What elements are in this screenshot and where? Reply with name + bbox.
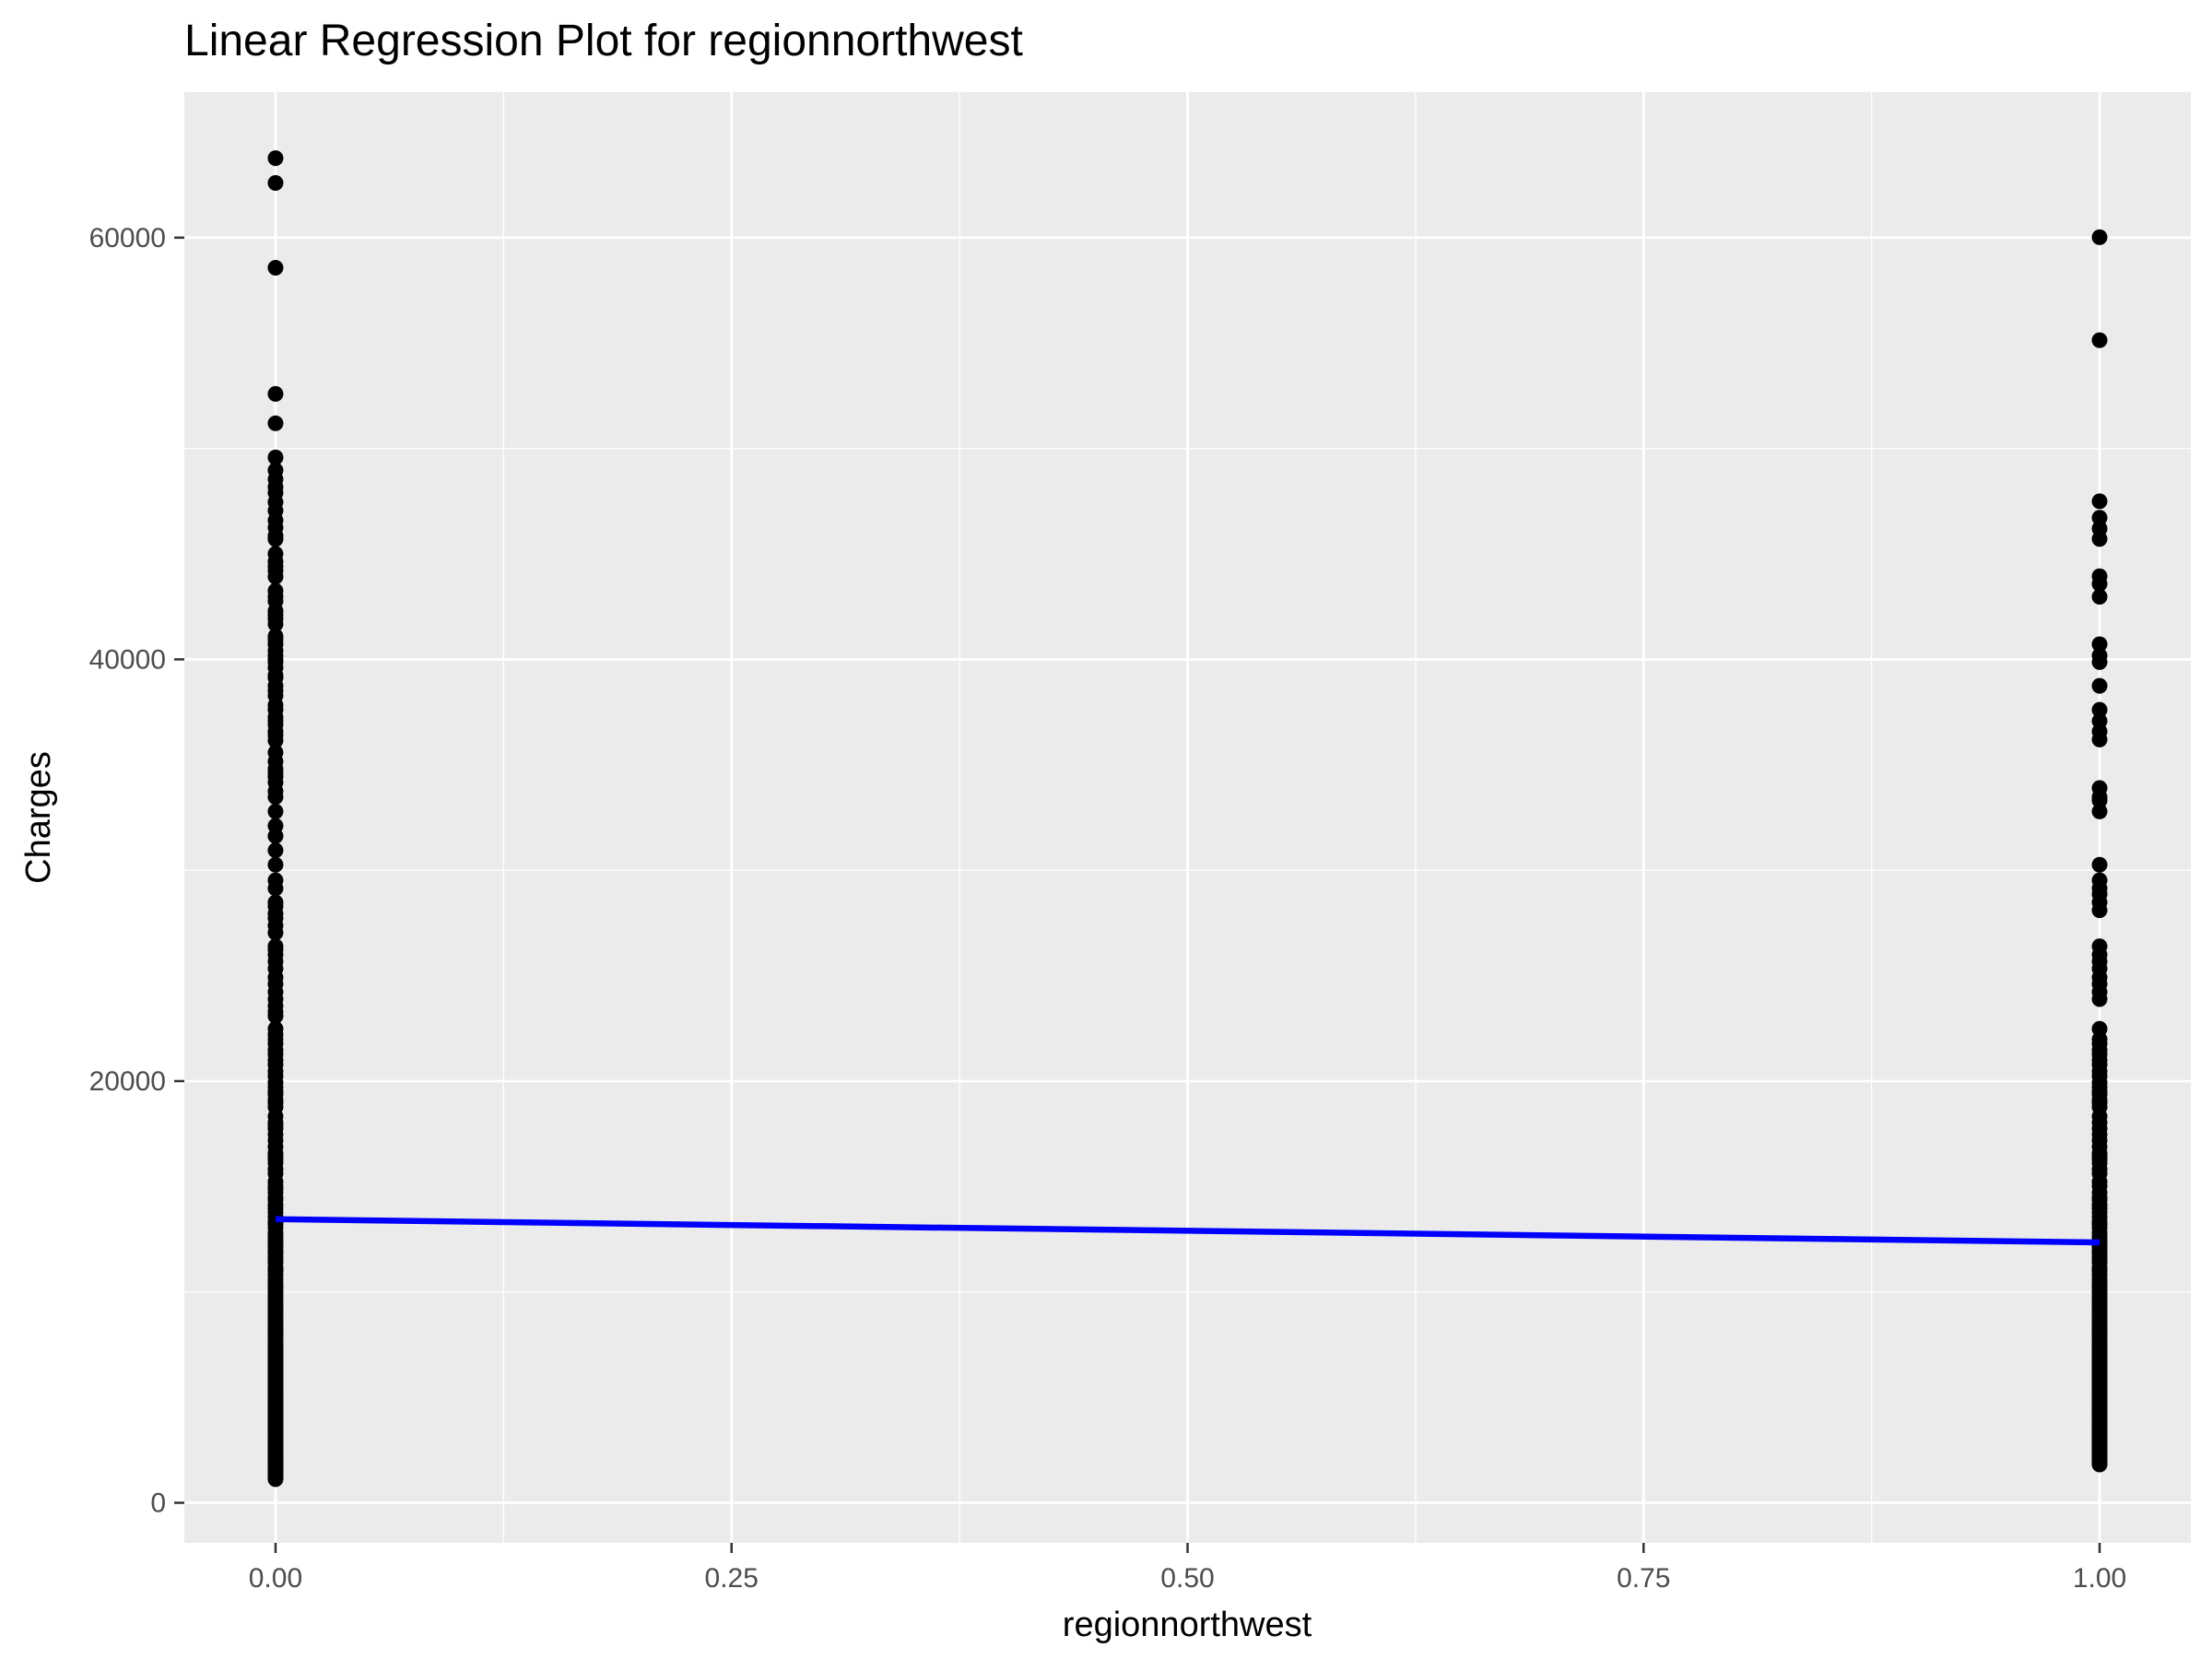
data-point bbox=[2091, 677, 2108, 694]
data-point bbox=[2091, 793, 2108, 809]
data-point bbox=[267, 856, 284, 873]
data-point bbox=[267, 842, 284, 859]
y-axis-title: Charges bbox=[19, 751, 58, 884]
data-point bbox=[2091, 731, 2108, 747]
data-point bbox=[2091, 1456, 2108, 1473]
data-point bbox=[2091, 510, 2108, 526]
x-tick-label: 0.25 bbox=[705, 1563, 759, 1594]
data-point bbox=[2091, 493, 2108, 510]
data-point bbox=[267, 1007, 284, 1024]
data-point bbox=[2091, 229, 2108, 245]
data-point bbox=[267, 924, 284, 941]
x-axis-title: regionnorthwest bbox=[1063, 1606, 1312, 1644]
y-tick-label: 40000 bbox=[89, 644, 166, 675]
data-point bbox=[267, 415, 284, 431]
regression-line-group bbox=[275, 1216, 2100, 1246]
data-point bbox=[2091, 701, 2108, 718]
y-axis-tick-labels: 0 20000 40000 60000 bbox=[89, 223, 166, 1519]
data-point bbox=[267, 880, 284, 897]
data-point bbox=[2091, 531, 2108, 547]
data-point bbox=[267, 449, 284, 465]
data-point bbox=[267, 385, 284, 402]
data-points bbox=[267, 150, 2108, 1488]
data-point bbox=[2091, 856, 2108, 873]
data-point bbox=[267, 733, 284, 749]
y-tick-label: 0 bbox=[150, 1488, 166, 1519]
data-point bbox=[267, 1471, 284, 1488]
data-point bbox=[267, 789, 284, 806]
data-point bbox=[267, 260, 284, 276]
data-point bbox=[267, 828, 284, 844]
x-tick-label: 0.00 bbox=[249, 1563, 302, 1594]
grid-major-lines bbox=[184, 92, 2191, 1543]
y-tick-label: 20000 bbox=[89, 1066, 166, 1097]
data-point bbox=[2091, 588, 2108, 605]
data-point bbox=[2091, 576, 2108, 593]
x-axis-tick-labels: 0.00 0.25 0.50 0.75 1.00 bbox=[249, 1563, 2126, 1594]
data-point bbox=[267, 616, 284, 632]
x-tick-label: 0.50 bbox=[1160, 1563, 1214, 1594]
data-point bbox=[2091, 332, 2108, 348]
data-point bbox=[2091, 636, 2108, 653]
data-point bbox=[2091, 902, 2108, 919]
chart-title: Linear Regression Plot for regionnorthwe… bbox=[184, 17, 1023, 65]
data-point bbox=[267, 803, 284, 819]
data-point bbox=[2091, 991, 2108, 1007]
x-tick-label: 0.75 bbox=[1617, 1563, 1670, 1594]
x-tick-label: 1.00 bbox=[2073, 1563, 2126, 1594]
data-point bbox=[267, 531, 284, 547]
data-point bbox=[267, 150, 284, 167]
data-point bbox=[267, 569, 284, 585]
data-point bbox=[267, 175, 284, 192]
regression-line bbox=[275, 1216, 2100, 1246]
axis-ticks bbox=[174, 236, 2101, 1553]
y-tick-label: 60000 bbox=[89, 223, 166, 253]
data-point bbox=[2091, 803, 2108, 819]
data-point bbox=[2091, 653, 2108, 670]
